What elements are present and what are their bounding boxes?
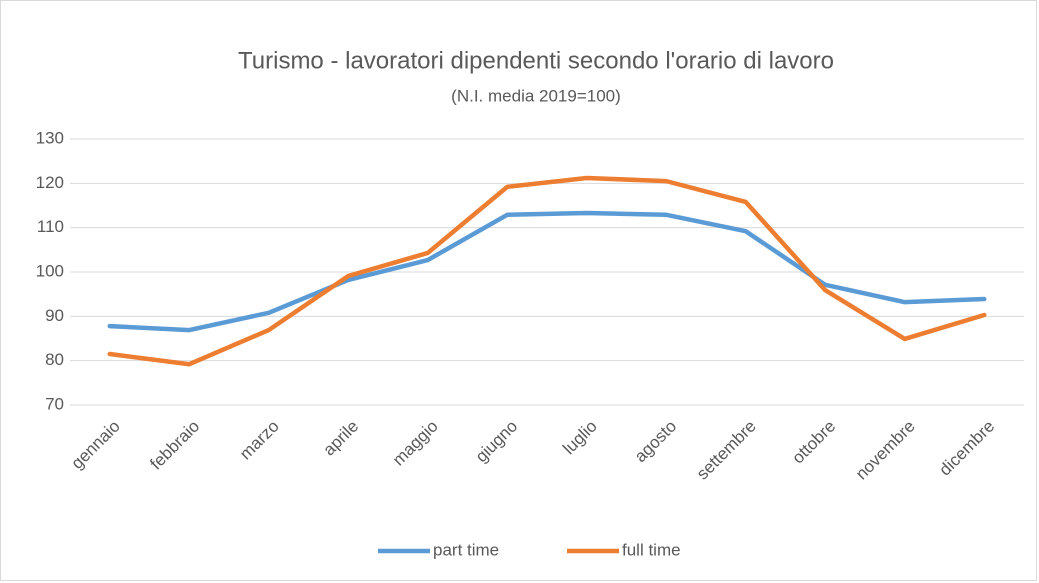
y-tick-label: 100 bbox=[36, 261, 64, 280]
y-tick-label: 130 bbox=[36, 128, 64, 147]
chart-subtitle: (N.I. media 2019=100) bbox=[451, 86, 621, 105]
line-series bbox=[107, 175, 987, 367]
y-tick-label: 120 bbox=[36, 173, 64, 192]
y-tick-label: 110 bbox=[37, 217, 64, 236]
legend-label: part time bbox=[433, 540, 499, 559]
y-tick-label: 70 bbox=[45, 394, 64, 413]
y-tick-label: 90 bbox=[45, 306, 64, 325]
legend-label: full time bbox=[622, 540, 681, 559]
y-tick-label: 80 bbox=[45, 350, 64, 369]
line-series bbox=[107, 210, 987, 333]
chart-title: Turismo - lavoratori dipendenti secondo … bbox=[238, 47, 834, 74]
